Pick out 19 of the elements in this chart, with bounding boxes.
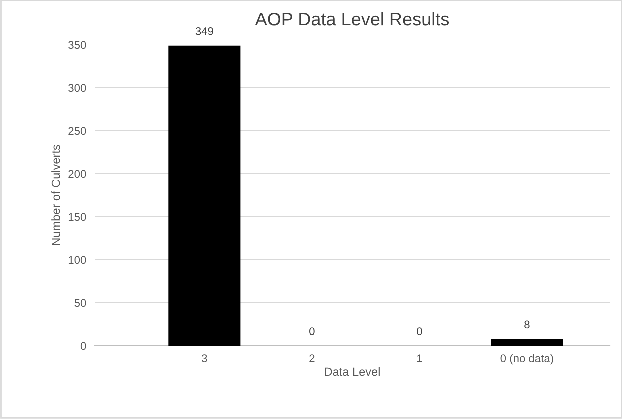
data-label: 0 xyxy=(417,328,422,336)
x-tick-label: 3 xyxy=(202,354,208,362)
chart-title: AOP Data Level Results xyxy=(255,12,450,26)
y-tick-label: 50 xyxy=(74,299,86,308)
y-tick-label: 250 xyxy=(68,127,86,136)
y-tick-label: 150 xyxy=(68,213,86,222)
data-label: 349 xyxy=(196,27,214,36)
data-label: 0 xyxy=(310,328,315,336)
x-axis-title: Data Level xyxy=(325,367,380,376)
y-tick-label: 300 xyxy=(68,84,86,92)
x-tick-label: 1 xyxy=(417,354,422,362)
x-tick-label: 0 (no data) xyxy=(500,354,554,365)
y-tick-label: 200 xyxy=(68,170,86,178)
data-label: 8 xyxy=(524,320,530,329)
y-tick-label: 350 xyxy=(68,41,86,50)
y-tick-label: 0 xyxy=(80,342,86,350)
x-tick-label: 2 xyxy=(310,354,315,362)
y-axis-title: Number of Culverts xyxy=(52,145,60,246)
y-tick-label: 100 xyxy=(68,256,86,264)
